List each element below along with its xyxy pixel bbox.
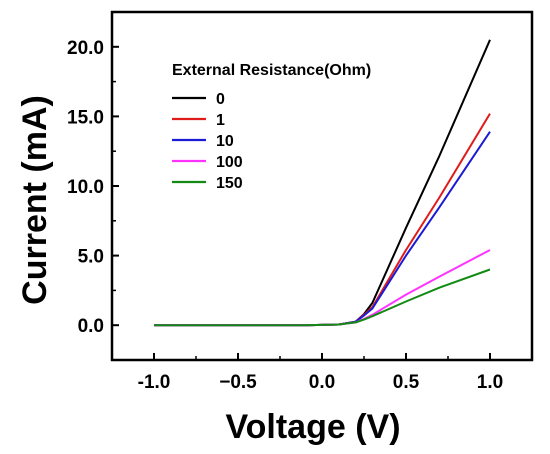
y-axis-title: Current (mA) (16, 95, 54, 305)
legend-title: External Resistance(Ohm) (172, 62, 371, 79)
y-tick-label: 15.0 (67, 107, 104, 128)
legend-label-0: 0 (216, 91, 225, 108)
x-axis-ticks: -1.0 −0.5 0.0 0.5 1.0 (138, 353, 503, 393)
legend: External Resistance(Ohm) 0 1 10 100 150 (172, 62, 371, 192)
legend-label-100: 100 (216, 154, 243, 171)
series-line-1 (154, 113, 491, 327)
legend-label-10: 10 (216, 133, 234, 150)
y-axis-ticks: 0.0 5.0 10.0 15.0 20.0 (67, 38, 119, 337)
x-tick-label: 0.0 (309, 372, 335, 393)
y-tick-label: 10.0 (67, 177, 104, 198)
x-tick-label: −0.5 (219, 372, 257, 393)
y-tick-label: 0.0 (78, 316, 104, 337)
legend-label-150: 150 (216, 175, 243, 192)
series-lines (154, 39, 491, 327)
series-line-150 (154, 268, 491, 327)
x-tick-label: 0.5 (393, 372, 420, 393)
y-tick-label: 20.0 (67, 38, 104, 59)
x-tick-label: -1.0 (138, 372, 171, 393)
x-axis-title: Voltage (V) (225, 408, 400, 446)
x-tick-label: 1.0 (477, 372, 503, 393)
y-tick-label: 5.0 (78, 247, 104, 268)
legend-label-1: 1 (216, 112, 225, 129)
